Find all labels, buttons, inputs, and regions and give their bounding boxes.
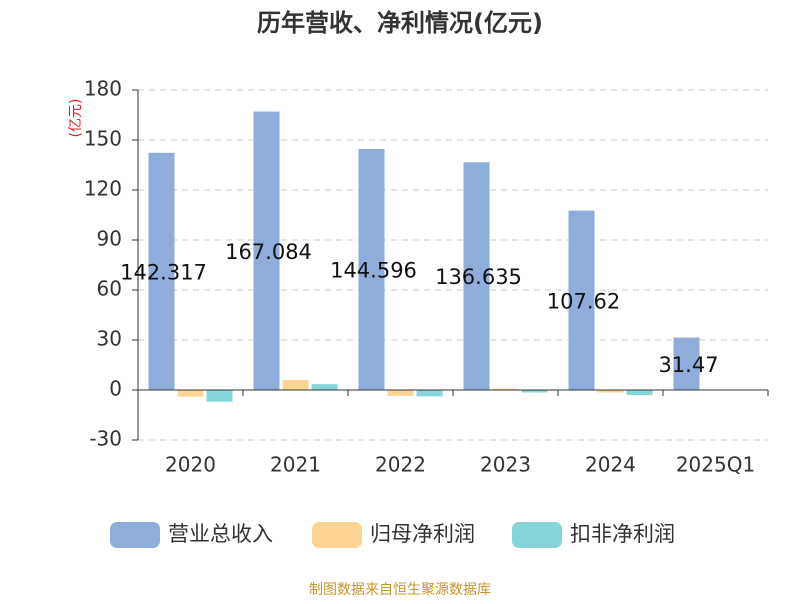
y-tick-label: 0	[109, 377, 122, 401]
bar	[463, 162, 490, 390]
y-tick-label: -30	[89, 427, 122, 451]
chart-title: 历年营收、净利情况(亿元)	[257, 9, 543, 37]
data-label: 167.084	[225, 240, 312, 264]
legend-label: 归母净利润	[370, 522, 475, 546]
bar	[492, 388, 519, 390]
data-label: 136.635	[435, 265, 522, 289]
legend-swatch	[512, 522, 562, 548]
y-tick-label: 150	[84, 127, 122, 151]
x-tick-label: 2022	[375, 453, 426, 477]
data-label: 31.47	[658, 353, 718, 377]
x-tick-label: 2023	[480, 453, 531, 477]
bar	[358, 149, 385, 390]
y-tick-label: 60	[97, 277, 122, 301]
y-tick-label: 180	[84, 77, 122, 101]
bar	[206, 390, 233, 402]
bar	[311, 384, 338, 390]
x-tick-label: 2024	[585, 453, 636, 477]
bar	[177, 390, 204, 397]
bar	[626, 390, 653, 395]
data-label: 107.62	[547, 289, 620, 313]
y-tick-label: 30	[97, 327, 122, 351]
y-tick-label: 90	[97, 227, 122, 251]
legend-swatch	[110, 522, 160, 548]
x-tick-label: 2021	[270, 453, 321, 477]
bar	[253, 111, 280, 390]
bar	[568, 210, 595, 390]
data-label: 144.596	[330, 259, 417, 283]
x-tick-label: 2025Q1	[676, 453, 755, 477]
source-note: 制图数据来自恒生聚源数据库	[309, 582, 491, 598]
bar	[521, 390, 548, 393]
y-axis-label: (亿元)	[68, 99, 84, 138]
bar	[148, 152, 175, 390]
x-tick-label: 2020	[165, 453, 216, 477]
bar	[673, 337, 700, 390]
y-tick-label: 120	[84, 177, 122, 201]
bar	[282, 380, 309, 390]
bar	[597, 390, 624, 393]
bar	[416, 390, 443, 397]
data-label: 142.317	[120, 260, 207, 284]
bar	[387, 390, 414, 396]
legend-label: 营业总收入	[168, 522, 273, 546]
legend-label: 扣非净利润	[570, 522, 675, 546]
legend-swatch	[312, 522, 362, 548]
